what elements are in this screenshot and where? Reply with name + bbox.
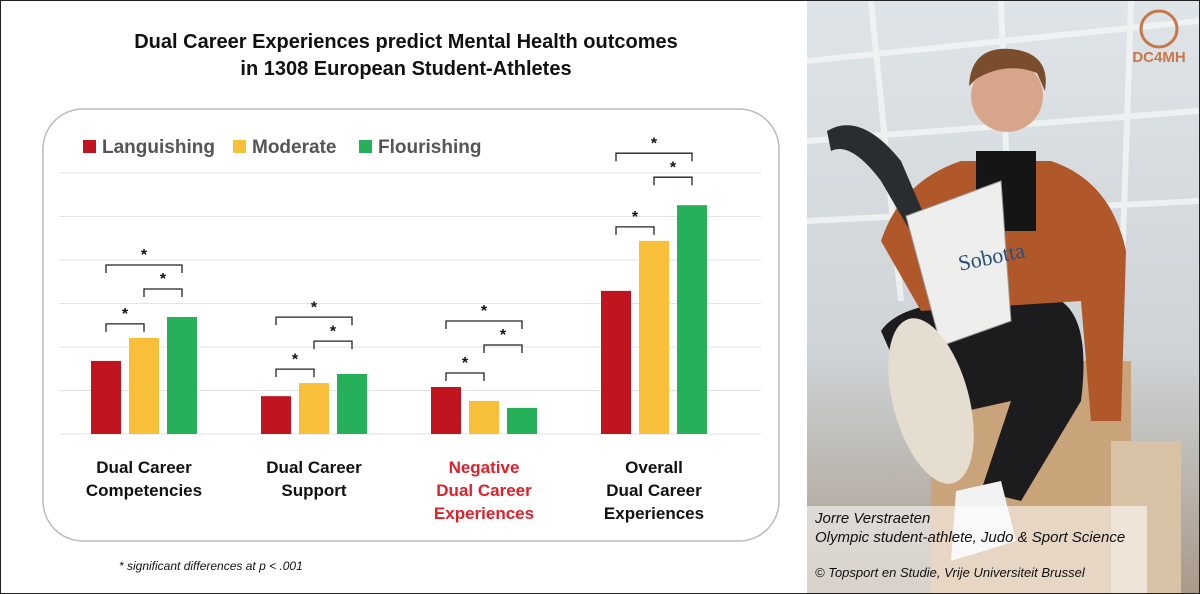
legend-label: Languishing xyxy=(102,137,215,158)
significance-star: * xyxy=(311,299,318,316)
bar xyxy=(431,387,461,434)
footnote: * significant differences at p < .001 xyxy=(119,559,303,573)
significance-bracket xyxy=(275,316,353,326)
chart-title: Dual Career Experiences predict Mental H… xyxy=(134,31,678,80)
significance-bracket xyxy=(615,226,655,235)
significance-bracket xyxy=(615,152,693,162)
significance-star: * xyxy=(122,306,129,323)
legend-swatch xyxy=(359,140,372,153)
significance-bracket xyxy=(105,323,145,332)
bar xyxy=(167,316,197,434)
logo: DC4MH xyxy=(1132,49,1185,66)
significance-bracket xyxy=(445,372,485,382)
x-tick-label: Dual Career Support xyxy=(266,458,362,500)
significance-bracket xyxy=(445,320,523,330)
logo-icon xyxy=(1139,9,1179,49)
legend-label: Flourishing xyxy=(378,137,481,158)
significance-bracket xyxy=(313,340,353,350)
significance-star: * xyxy=(160,271,167,288)
bar xyxy=(601,290,631,434)
significance-bracket xyxy=(143,288,183,297)
significance-star: * xyxy=(462,355,469,372)
bar xyxy=(129,337,159,434)
significance-star: * xyxy=(500,327,507,344)
caption-role: Olympic student-athlete, Judo & Sport Sc… xyxy=(815,529,1126,546)
x-tick-label: Dual Career Competencies xyxy=(85,458,203,500)
significance-star: * xyxy=(670,159,677,176)
significance-star: * xyxy=(632,209,639,226)
significance-bracket xyxy=(275,368,315,378)
legend-swatch xyxy=(83,140,96,153)
significance-star: * xyxy=(292,351,299,368)
significance-star: * xyxy=(141,247,148,264)
bar xyxy=(677,205,707,434)
bar xyxy=(337,373,367,434)
bar xyxy=(469,400,499,434)
bar xyxy=(299,383,329,434)
significance-star: * xyxy=(330,323,337,340)
significance-bracket xyxy=(483,344,523,354)
bar xyxy=(507,407,537,434)
bar xyxy=(91,360,121,434)
bar xyxy=(639,240,669,434)
significance-bracket xyxy=(105,264,183,273)
x-tick-label: Negative Dual Career Experiences xyxy=(433,458,535,523)
significance-star: * xyxy=(481,303,488,320)
caption-name: Jorre Verstraeten xyxy=(815,510,931,527)
photo-credit: © Topsport en Studie, Vrije Universiteit… xyxy=(815,565,1085,580)
significance-bracket xyxy=(653,176,693,186)
bar xyxy=(261,396,291,434)
legend-swatch xyxy=(233,140,246,153)
x-tick-label: Overall Dual Career Experiences xyxy=(603,458,705,523)
photo: Sobotta xyxy=(806,1,1199,593)
legend-label: Moderate xyxy=(252,137,336,158)
significance-star: * xyxy=(651,135,658,152)
